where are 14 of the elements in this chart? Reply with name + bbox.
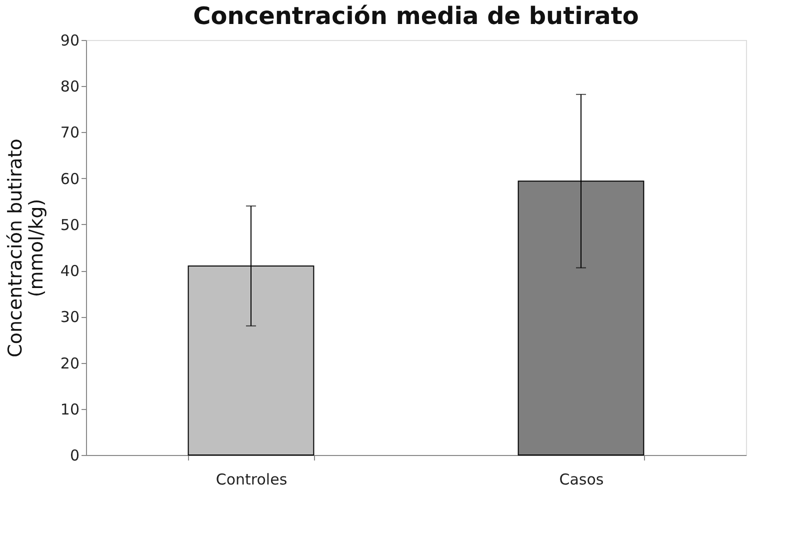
y-tick-label: 10 xyxy=(60,400,80,418)
y-tick-label: 70 xyxy=(60,124,80,142)
y-tick-label: 50 xyxy=(60,216,80,234)
y-tick-label: 20 xyxy=(60,354,80,372)
x-tick-label: Casos xyxy=(559,470,604,488)
y-tick-label: 80 xyxy=(60,78,80,96)
y-tick-label: 0 xyxy=(70,446,80,464)
y-axis-title: Concentración butirato (mmol/kg) xyxy=(4,138,48,358)
y-tick-label: 40 xyxy=(60,262,80,280)
x-tick-label: Controles xyxy=(216,470,288,488)
y-tick-label: 90 xyxy=(60,32,80,50)
y-tick-label: 30 xyxy=(60,308,80,326)
chart-title: Concentración media de butirato xyxy=(193,2,639,30)
y-tick-label: 60 xyxy=(60,170,80,188)
